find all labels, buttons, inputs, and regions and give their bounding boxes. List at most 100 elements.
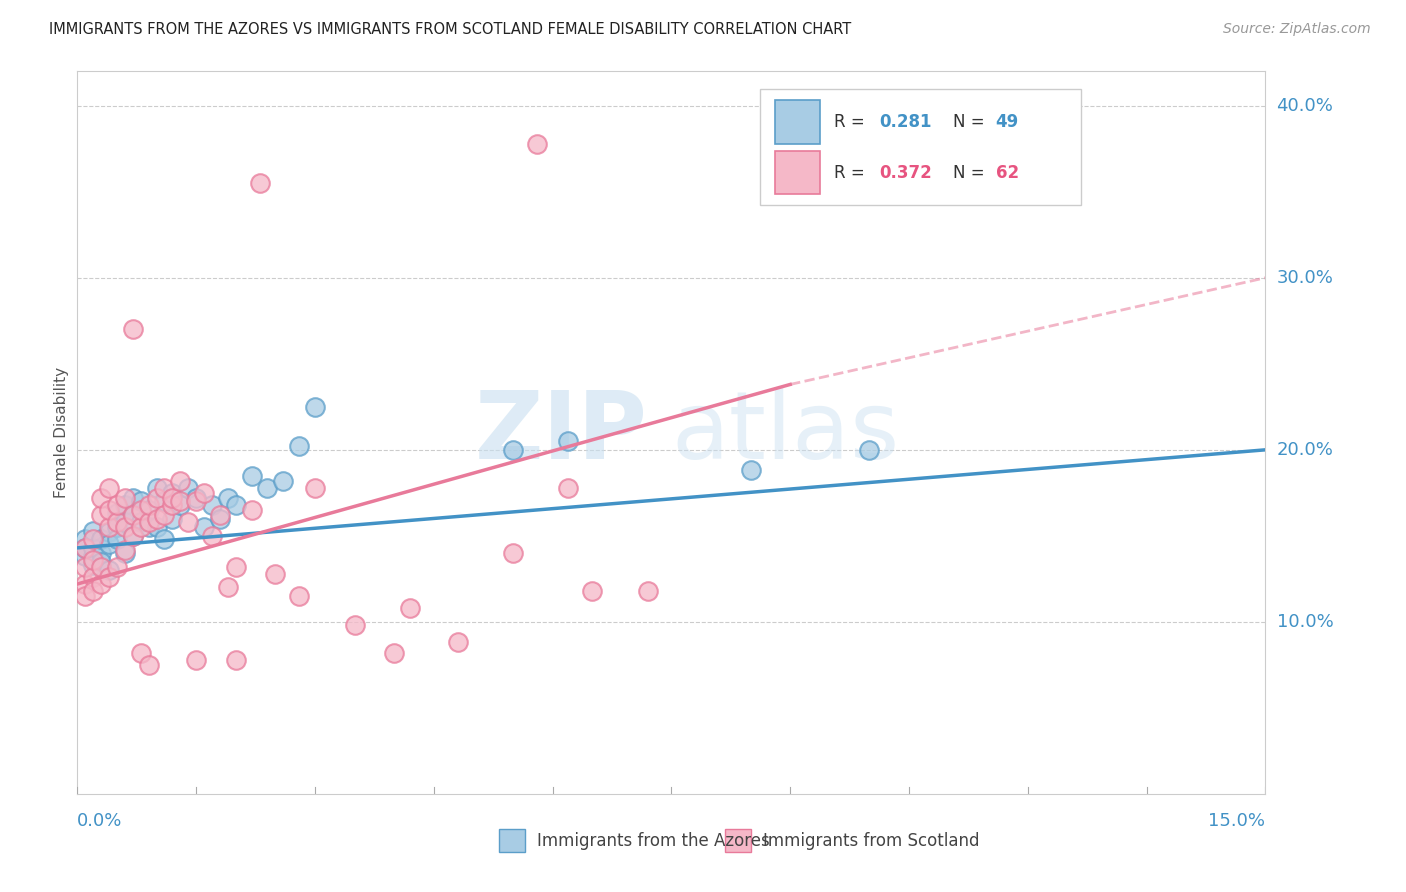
Point — [121, 508, 143, 523]
Point — [217, 581, 239, 595]
Point — [90, 533, 112, 547]
Point — [399, 601, 422, 615]
Point — [162, 485, 184, 500]
Point — [75, 577, 97, 591]
Text: 30.0%: 30.0% — [1277, 268, 1333, 287]
Text: 0.281: 0.281 — [879, 113, 932, 131]
Point — [201, 498, 224, 512]
Point — [105, 520, 128, 534]
Point — [129, 503, 152, 517]
Point — [121, 491, 143, 505]
Point — [75, 589, 97, 603]
Point — [557, 434, 579, 449]
Point — [75, 533, 97, 547]
Point — [201, 529, 224, 543]
Point — [208, 508, 231, 523]
Point — [145, 491, 167, 505]
Point — [145, 481, 167, 495]
Point — [343, 618, 366, 632]
Point — [264, 566, 287, 581]
Point — [138, 498, 160, 512]
Point — [186, 494, 208, 508]
Text: R =: R = — [834, 163, 870, 181]
Text: R =: R = — [834, 113, 870, 131]
Point — [90, 491, 112, 505]
Point — [740, 463, 762, 477]
Point — [153, 481, 176, 495]
Point — [271, 474, 294, 488]
Point — [82, 558, 104, 573]
Point — [193, 520, 215, 534]
Point — [225, 498, 247, 512]
FancyBboxPatch shape — [761, 89, 1081, 205]
Point — [240, 468, 263, 483]
Bar — [775, 151, 820, 194]
Point — [129, 520, 152, 534]
Text: N =: N = — [953, 113, 990, 131]
Point — [304, 400, 326, 414]
Point — [98, 570, 121, 584]
Text: 15.0%: 15.0% — [1208, 812, 1265, 830]
Point — [162, 498, 184, 512]
Point — [90, 577, 112, 591]
Point — [121, 508, 143, 523]
Text: 20.0%: 20.0% — [1277, 441, 1333, 458]
Point — [249, 176, 271, 190]
Text: 0.0%: 0.0% — [77, 812, 122, 830]
Point — [82, 533, 104, 547]
Point — [162, 511, 184, 525]
Point — [217, 491, 239, 505]
Text: 40.0%: 40.0% — [1277, 96, 1333, 115]
Point — [162, 491, 184, 505]
Point — [557, 481, 579, 495]
Text: 10.0%: 10.0% — [1277, 613, 1333, 631]
Point — [121, 529, 143, 543]
Point — [186, 653, 208, 667]
Text: Immigrants from Scotland: Immigrants from Scotland — [763, 832, 980, 850]
Point — [129, 646, 152, 660]
Point — [129, 494, 152, 508]
Point — [526, 136, 548, 151]
Point — [446, 635, 468, 649]
Point — [240, 503, 263, 517]
Point — [153, 494, 176, 508]
Point — [90, 555, 112, 569]
Point — [153, 533, 176, 547]
Point — [105, 498, 128, 512]
Point — [288, 589, 311, 603]
Point — [121, 322, 143, 336]
Point — [637, 583, 659, 598]
Bar — [775, 100, 820, 144]
Point — [138, 520, 160, 534]
Point — [169, 498, 191, 512]
Point — [138, 515, 160, 529]
Point — [98, 563, 121, 577]
Point — [121, 529, 143, 543]
Point — [169, 494, 191, 508]
Point — [75, 559, 97, 574]
Text: 49: 49 — [995, 113, 1019, 131]
Point — [581, 583, 603, 598]
Point — [114, 498, 136, 512]
Point — [145, 511, 167, 525]
Point — [177, 515, 200, 529]
Point — [75, 541, 97, 555]
Point — [98, 481, 121, 495]
Point — [114, 542, 136, 557]
Point — [138, 503, 160, 517]
Point — [105, 533, 128, 547]
Text: ZIP: ZIP — [475, 386, 648, 479]
Point — [98, 537, 121, 551]
Point — [502, 546, 524, 560]
Point — [82, 549, 104, 564]
Point — [98, 520, 121, 534]
Point — [82, 541, 104, 555]
Bar — [725, 830, 751, 853]
Point — [382, 646, 405, 660]
Point — [304, 481, 326, 495]
Point — [858, 442, 880, 457]
Point — [288, 439, 311, 453]
Point — [82, 553, 104, 567]
Point — [138, 657, 160, 672]
Text: 0.372: 0.372 — [879, 163, 932, 181]
